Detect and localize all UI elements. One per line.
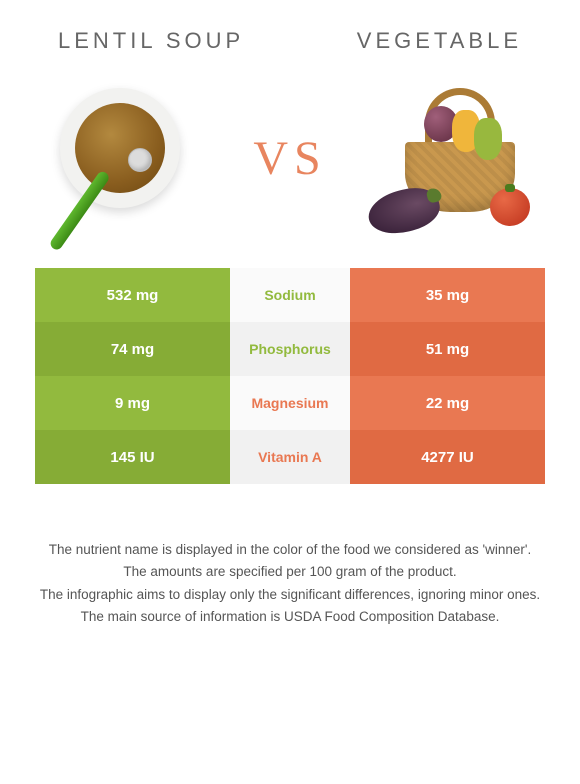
nutrient-table: 532 mgSodium35 mg74 mgPhosphorus51 mg9 m…	[35, 268, 545, 484]
footnote-line: The amounts are specified per 100 gram o…	[36, 562, 544, 582]
right-value-cell: 35 mg	[350, 268, 545, 322]
footnote-line: The nutrient name is displayed in the co…	[36, 540, 544, 560]
vs-label: VS	[253, 131, 326, 186]
left-value-cell: 74 mg	[35, 322, 230, 376]
table-row: 532 mgSodium35 mg	[35, 268, 545, 322]
nutrient-name-cell: Vitamin A	[230, 430, 350, 484]
nutrient-name-cell: Magnesium	[230, 376, 350, 430]
nutrient-name-cell: Sodium	[230, 268, 350, 322]
right-value-cell: 22 mg	[350, 376, 545, 430]
left-value-cell: 9 mg	[35, 376, 230, 430]
right-value-cell: 4277 IU	[350, 430, 545, 484]
right-value-cell: 51 mg	[350, 322, 545, 376]
lentil-soup-icon	[50, 78, 190, 238]
header: Lentil soup Vegetable	[0, 0, 580, 58]
left-value-cell: 532 mg	[35, 268, 230, 322]
table-row: 9 mgMagnesium22 mg	[35, 376, 545, 430]
footnote-line: The infographic aims to display only the…	[36, 585, 544, 605]
left-value-cell: 145 IU	[35, 430, 230, 484]
vegetable-basket-icon	[390, 78, 530, 238]
footnotes: The nutrient name is displayed in the co…	[0, 540, 580, 627]
left-title: Lentil soup	[58, 28, 244, 54]
right-title: Vegetable	[357, 28, 522, 54]
table-row: 74 mgPhosphorus51 mg	[35, 322, 545, 376]
footnote-line: The main source of information is USDA F…	[36, 607, 544, 627]
nutrient-name-cell: Phosphorus	[230, 322, 350, 376]
image-row: VS	[0, 58, 580, 268]
table-row: 145 IUVitamin A4277 IU	[35, 430, 545, 484]
